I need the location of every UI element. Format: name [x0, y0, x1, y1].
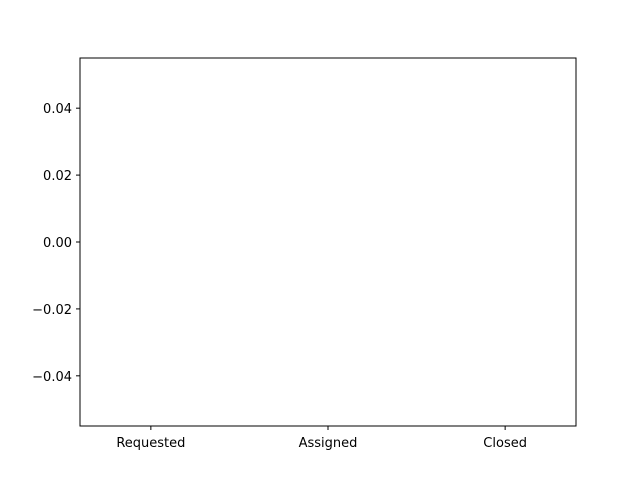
- x-tick-label: Requested: [116, 436, 185, 451]
- y-tick-label: −0.02: [32, 303, 72, 318]
- y-tick-label: 0.02: [43, 169, 72, 184]
- x-tick-label: Closed: [483, 436, 527, 451]
- x-axis: Requested Assigned Closed: [116, 426, 527, 451]
- y-tick-label: −0.04: [32, 370, 72, 385]
- y-tick-label: 0.00: [43, 236, 72, 251]
- y-axis: −0.04 −0.02 0.00 0.02 0.04: [32, 102, 80, 385]
- x-tick-label: Assigned: [299, 436, 358, 451]
- y-tick-label: 0.04: [43, 102, 72, 117]
- plot-area: [79, 57, 577, 427]
